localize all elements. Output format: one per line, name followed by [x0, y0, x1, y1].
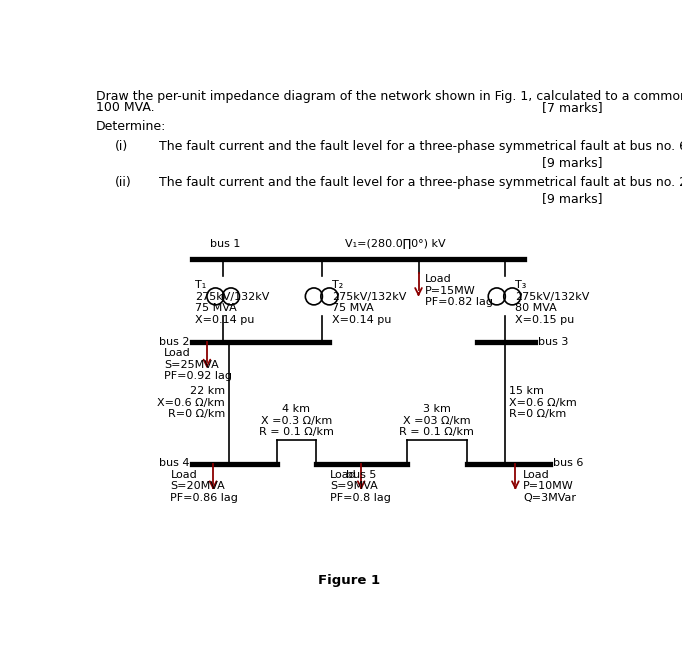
Text: bus 5: bus 5: [346, 470, 376, 480]
Text: 22 km
X=0.6 Ω/km
R=0 Ω/km: 22 km X=0.6 Ω/km R=0 Ω/km: [157, 386, 225, 420]
Text: The fault current and the fault level for a three-phase symmetrical fault at bus: The fault current and the fault level fo…: [159, 140, 682, 153]
Text: bus 4: bus 4: [159, 458, 189, 468]
Text: bus 1: bus 1: [209, 239, 240, 249]
Text: Load
S=25MVA
PF=0.92 lag: Load S=25MVA PF=0.92 lag: [164, 348, 233, 382]
Text: [7 marks]: [7 marks]: [542, 101, 603, 114]
Text: Load
P=10MW
Q=3MVar: Load P=10MW Q=3MVar: [523, 470, 576, 503]
Text: T₃
275kV/132kV
80 MVA
X=0.15 pu: T₃ 275kV/132kV 80 MVA X=0.15 pu: [516, 280, 590, 325]
Text: Load
P=15MW
PF=0.82 lag: Load P=15MW PF=0.82 lag: [425, 274, 492, 307]
Text: Load
S=9MVA
PF=0.8 lag: Load S=9MVA PF=0.8 lag: [330, 470, 391, 503]
Text: Load
S=20MVA
PF=0.86 lag: Load S=20MVA PF=0.86 lag: [170, 470, 239, 503]
Text: T₂
275kV/132kV
75 MVA
X=0.14 pu: T₂ 275kV/132kV 75 MVA X=0.14 pu: [333, 280, 407, 325]
Text: Determine:: Determine:: [96, 120, 166, 133]
Text: V₁=(280.0∏0°) kV: V₁=(280.0∏0°) kV: [345, 239, 445, 249]
Text: (i): (i): [115, 140, 128, 153]
Text: T₁
275kV/132kV
75 MVA
X=0.14 pu: T₁ 275kV/132kV 75 MVA X=0.14 pu: [195, 280, 269, 325]
Text: 3 km
X =03 Ω/km
R = 0.1 Ω/km: 3 km X =03 Ω/km R = 0.1 Ω/km: [399, 404, 474, 438]
Text: The fault current and the fault level for a three-phase symmetrical fault at bus: The fault current and the fault level fo…: [159, 176, 682, 189]
Text: 15 km
X=0.6 Ω/km
R=0 Ω/km: 15 km X=0.6 Ω/km R=0 Ω/km: [509, 386, 577, 420]
Text: [9 marks]: [9 marks]: [542, 156, 603, 169]
Text: bus 3: bus 3: [538, 337, 568, 347]
Text: [9 marks]: [9 marks]: [542, 191, 603, 205]
Text: (ii): (ii): [115, 176, 132, 189]
Text: 4 km
X =0.3 Ω/km
R = 0.1 Ω/km: 4 km X =0.3 Ω/km R = 0.1 Ω/km: [259, 404, 334, 438]
Text: bus 6: bus 6: [553, 458, 584, 468]
Text: Figure 1: Figure 1: [318, 574, 381, 587]
Text: bus 2: bus 2: [159, 337, 189, 347]
Text: Draw the per-unit impedance diagram of the network shown in Fig. 1, calculated t: Draw the per-unit impedance diagram of t…: [96, 90, 682, 103]
Text: 100 MVA.: 100 MVA.: [96, 101, 155, 114]
